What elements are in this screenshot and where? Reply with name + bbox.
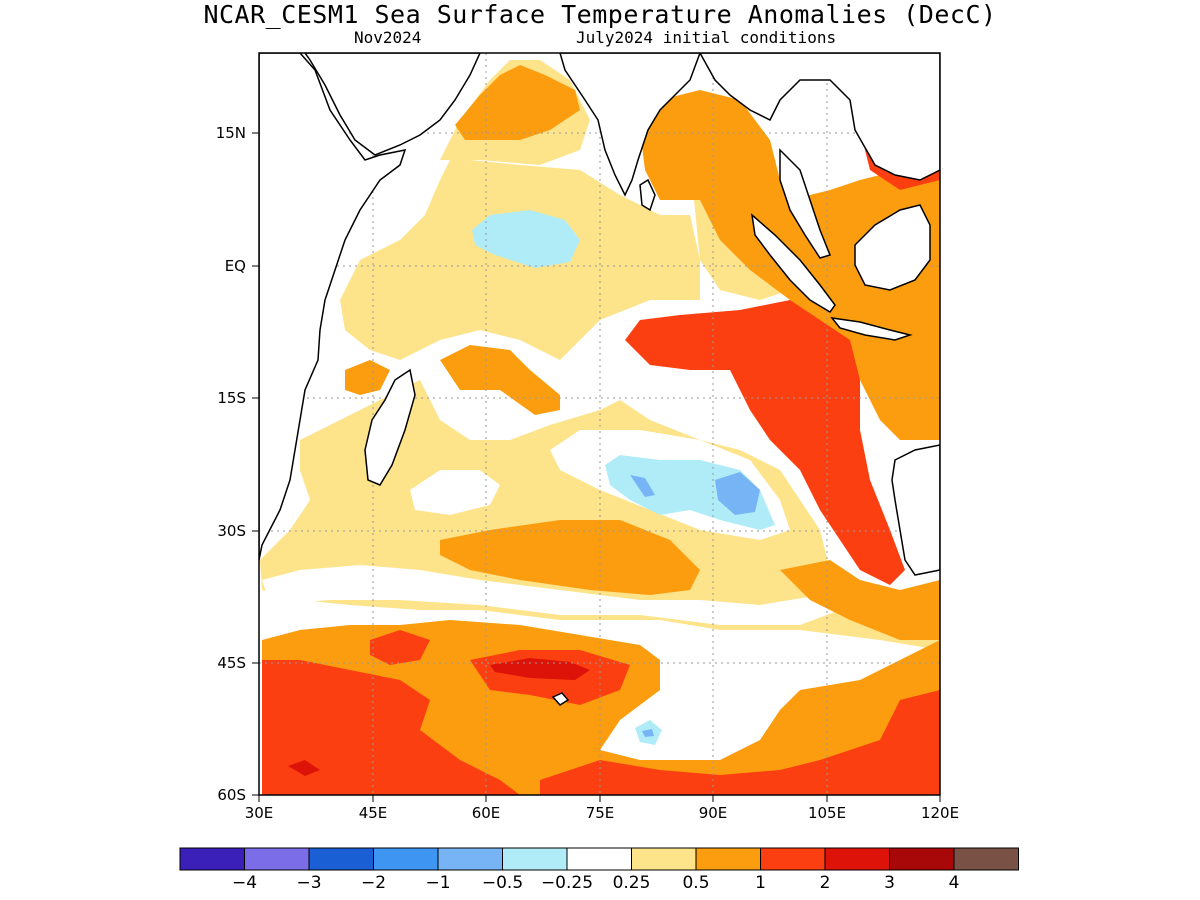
land-sri-lanka [639,178,656,212]
colorbar-label: −2 [361,873,386,893]
region-orange-arabian [455,65,580,140]
colorbar-swatch [760,847,826,871]
region-orange-mozambique [345,360,390,395]
landmasses [259,53,940,706]
lon-label-90e: 90E [699,804,728,822]
colorbar-swatch [953,847,1019,871]
region-blue-south [642,729,654,737]
colorbar-swatch [437,847,503,871]
region-red-central-east [625,300,905,585]
colorbar-swatch [824,847,890,871]
colorbar-label: 0.5 [682,873,709,893]
land-africa [259,53,407,561]
colorbar-swatch [889,847,955,871]
colorbar-label: 1 [755,873,766,893]
colorbar-swatch [373,847,439,871]
lon-label-75e: 75E [586,804,615,822]
region-dark-red-sw [288,760,320,776]
land-indochina [699,53,940,181]
colorbar-label: 3 [884,873,895,893]
colorbar-swatch [566,847,632,871]
colorbar-label: −0.25 [541,873,593,893]
lon-label-120e: 120E [921,804,959,822]
region-blue-central [715,472,760,515]
region-red-small-west [370,630,430,665]
colorbar-label: −3 [296,873,321,893]
map-title: NCAR_CESM1 Sea Surface Temperature Anoma… [203,0,997,29]
region-orange-south-central [440,520,700,595]
region-neutral-band [262,565,840,625]
lat-label-eq: EQ [225,257,246,275]
colorbar-swatch [502,847,568,871]
colorbar-swatch [695,847,761,871]
land-australia [891,444,940,576]
lat-label-45s: 45S [217,654,246,672]
axis-ticks [252,132,941,802]
colorbar-label: 4 [949,873,960,893]
colorbar-swatch [631,847,697,871]
lon-label-45e: 45E [359,804,388,822]
lat-label-15s: 15S [217,389,246,407]
colorbar-label: −4 [232,873,257,893]
region-red-south-east [540,690,940,795]
lat-label-30s: 30S [217,522,246,540]
lat-label-15n: 15N [216,124,246,142]
init-conditions-label: July2024 initial conditions [576,28,837,47]
land-java [830,316,913,341]
lon-labels: 30E 45E 60E 75E 90E 105E 120E [245,804,959,822]
land-malay-peninsula [779,148,832,259]
region-red-south-west [262,660,520,795]
colorbar-label: −0.5 [482,873,523,893]
colorbar-label: 2 [820,873,831,893]
colorbar-labels: −4 −3 −2 −1 −0.5 −0.25 0.25 0.5 1 2 3 4 [232,873,959,893]
colorbar-swatch [308,847,374,871]
valid-time-label: Nov2024 [354,28,422,47]
colorbar [179,847,1019,871]
lon-label-60e: 60E [472,804,501,822]
land-arabia [304,53,481,156]
region-neutral-south-africa [410,470,500,515]
colorbar-label: −1 [425,873,450,893]
land-kerguelen [551,692,570,706]
region-orange-east-south [780,560,940,640]
land-sumatra [750,213,836,313]
land-india [559,53,701,197]
region-blue-small [630,475,655,497]
grid [259,53,940,795]
sst-field [259,53,940,795]
land-borneo [854,204,931,291]
colorbar-swatch [244,847,310,871]
colorbar-label: 0.25 [613,873,651,893]
land-madagascar [364,368,416,486]
lat-label-60s: 60S [217,786,246,804]
lat-labels: 15N EQ 15S 30S 45S 60S [216,124,246,804]
lon-label-105e: 105E [808,804,846,822]
region-light-blue-north [472,210,580,268]
lon-label-30e: 30E [245,804,274,822]
colorbar-swatch [179,847,245,871]
